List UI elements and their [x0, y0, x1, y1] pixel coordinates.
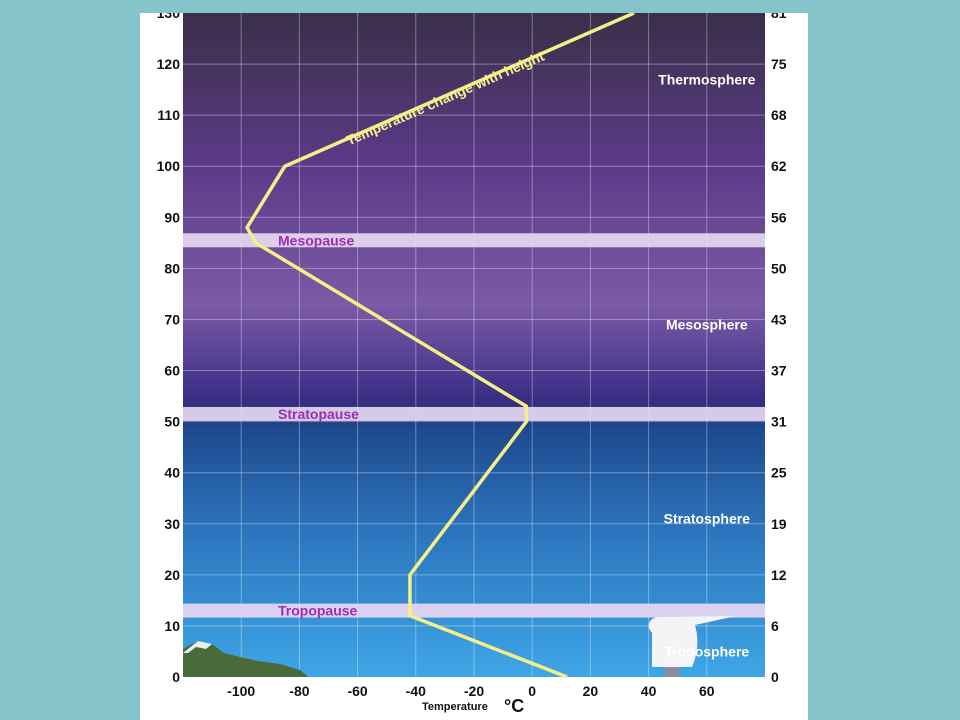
plot-background [183, 13, 765, 677]
y-tick-label-left: 50 [164, 414, 180, 430]
layer-label: Troposphere [664, 643, 749, 659]
y-tick-label-right: 43 [771, 311, 787, 327]
x-tick-label: 60 [699, 683, 715, 699]
snowcap-illustration [183, 641, 212, 653]
layer-label: Mesosphere [666, 317, 748, 333]
y-tick-label-right: 81 [771, 13, 787, 21]
pause-label: Mesopause [278, 232, 354, 248]
y-tick-label-left: 30 [164, 516, 180, 532]
x-tick-label: -60 [347, 683, 367, 699]
y-tick-label-left: 40 [164, 465, 180, 481]
x-tick-label: 40 [641, 683, 657, 699]
y-tick-label-left: 120 [157, 56, 181, 72]
x-tick-label: 20 [583, 683, 599, 699]
y-tick-label-right: 75 [771, 56, 787, 72]
layer-label: Stratosphere [664, 511, 751, 527]
x-tick-label: -40 [406, 683, 426, 699]
y-tick-label-right: 50 [771, 260, 787, 276]
y-tick-label-left: 100 [157, 158, 181, 174]
x-axis-unit: °C [504, 696, 524, 716]
y-tick-label-right: 12 [771, 567, 787, 583]
x-tick-label: -20 [464, 683, 484, 699]
y-tick-label-right: 68 [771, 107, 787, 123]
temperature-height-chart: Tropopause Stratopause Mesopause Temperatur… [157, 13, 787, 716]
y-tick-label-left: 20 [164, 567, 180, 583]
rain-shaft-illustration [665, 667, 679, 677]
layer-label: Thermosphere [658, 71, 755, 87]
y-tick-label-left: 80 [164, 260, 180, 276]
y-tick-label-right: 25 [771, 465, 787, 481]
y-tick-label-left: 0 [172, 669, 180, 685]
y-tick-label-right: 37 [771, 363, 787, 379]
y-tick-label-left: 90 [164, 209, 180, 225]
pause-band [183, 603, 765, 618]
x-tick-label: -100 [227, 683, 255, 699]
y-tick-label-right: 31 [771, 414, 787, 430]
storm-cloud-illustration [648, 616, 736, 667]
y-tick-label-left: 110 [157, 107, 180, 123]
y-tick-label-right: 19 [771, 516, 787, 532]
y-tick-label-left: 70 [164, 311, 180, 327]
temperature-curve [245, 13, 635, 679]
y-tick-label-left: 10 [164, 618, 180, 634]
x-tick-label: 0 [528, 683, 536, 699]
pause-band [183, 406, 765, 421]
y-tick-label-right: 6 [771, 618, 779, 634]
pause-label: Tropopause [278, 603, 358, 619]
y-tick-label-left: 60 [164, 363, 180, 379]
y-tick-label-left: 130 [157, 13, 181, 21]
y-tick-label-right: 0 [771, 669, 779, 685]
x-tick-label: -80 [289, 683, 309, 699]
pause-band [183, 233, 765, 248]
pause-label: Stratopause [278, 406, 359, 422]
y-tick-label-right: 62 [771, 158, 787, 174]
y-tick-label-right: 56 [771, 209, 787, 225]
slide: Tropopause Stratopause Mesopause Temperatur… [140, 13, 808, 720]
x-axis-title: Temperature [422, 701, 488, 713]
mountains-illustration [183, 641, 308, 677]
